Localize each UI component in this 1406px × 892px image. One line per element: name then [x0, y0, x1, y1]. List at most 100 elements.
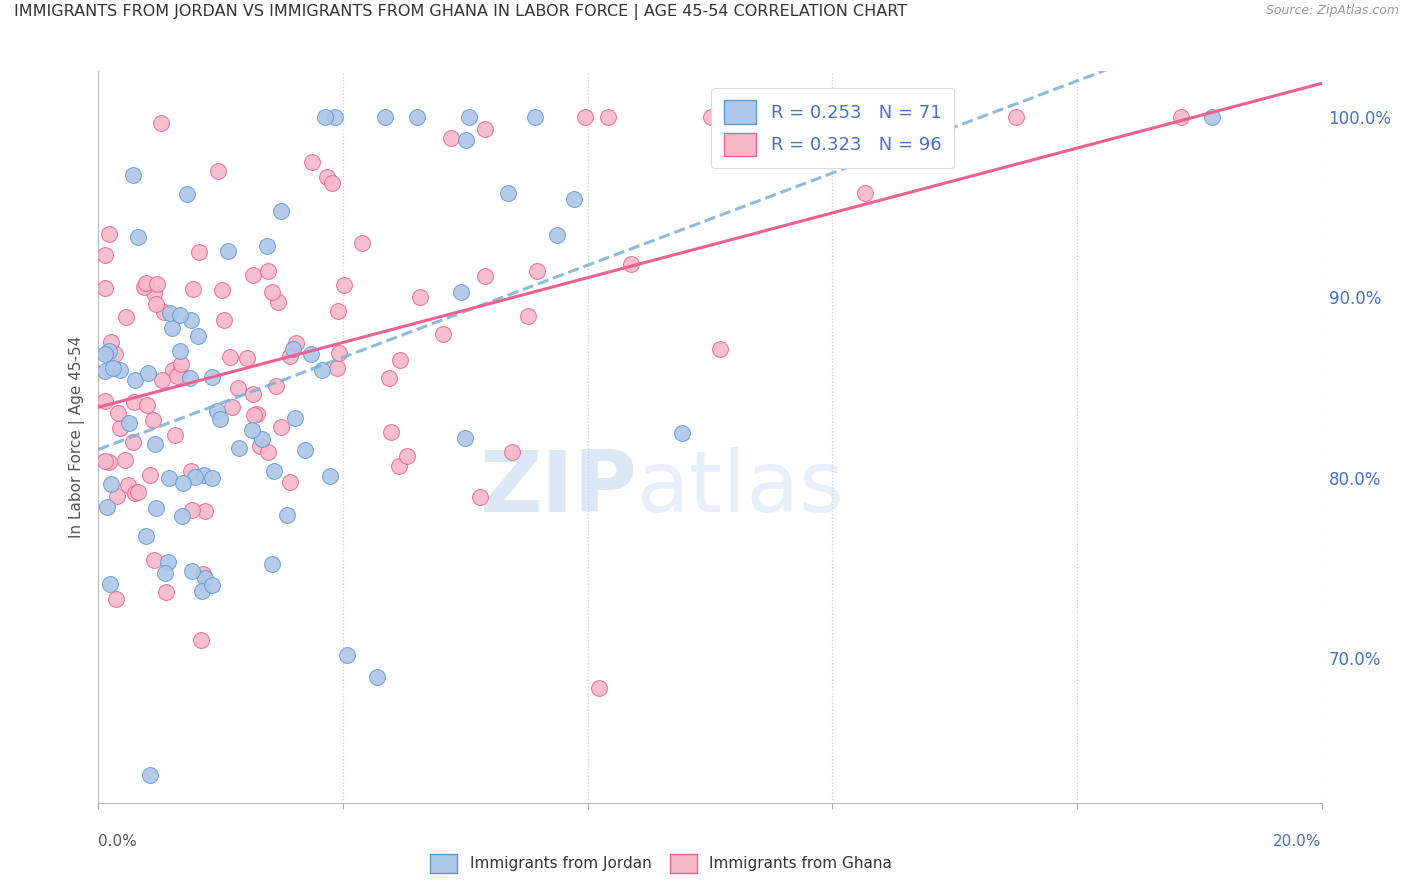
Point	[562, 193, 585, 207]
Point	[181, 282, 204, 296]
Point	[166, 369, 188, 384]
Point	[221, 400, 243, 414]
Point	[124, 486, 146, 500]
Point	[122, 395, 145, 409]
Point	[165, 427, 187, 442]
Point	[250, 432, 273, 446]
Point	[388, 352, 411, 367]
Text: Source: ZipAtlas.com: Source: ZipAtlas.com	[1265, 4, 1399, 18]
Point	[104, 347, 127, 361]
Point	[523, 110, 546, 124]
Point	[122, 168, 145, 182]
Point	[270, 419, 292, 434]
Point	[699, 110, 721, 124]
Point	[170, 357, 193, 371]
Point	[124, 373, 146, 387]
Point	[321, 176, 343, 190]
Point	[93, 347, 115, 361]
Point	[180, 464, 202, 478]
Point	[155, 585, 177, 599]
Point	[458, 110, 481, 124]
Point	[110, 363, 132, 377]
Point	[138, 468, 160, 483]
Point	[181, 564, 204, 578]
Point	[153, 566, 176, 580]
Point	[454, 431, 477, 445]
Point	[98, 455, 121, 469]
Point	[143, 437, 166, 451]
Point	[127, 230, 149, 244]
Point	[207, 164, 229, 178]
Point	[474, 122, 496, 136]
Point	[100, 477, 122, 491]
Point	[328, 346, 350, 360]
Point	[143, 286, 166, 301]
Point	[620, 257, 643, 271]
Point	[496, 186, 519, 201]
Point	[193, 468, 215, 483]
Point	[211, 283, 233, 297]
Point	[249, 439, 271, 453]
Point	[440, 130, 463, 145]
Point	[103, 360, 125, 375]
Y-axis label: In Labor Force | Age 45-54: In Labor Force | Age 45-54	[69, 336, 84, 538]
Point	[325, 110, 347, 124]
Point	[242, 408, 264, 422]
Point	[184, 470, 207, 484]
Point	[127, 485, 149, 500]
Point	[157, 471, 180, 485]
Point	[326, 361, 349, 376]
Point	[266, 379, 288, 393]
Text: atlas: atlas	[637, 447, 845, 530]
Point	[380, 425, 402, 440]
Point	[319, 468, 342, 483]
Point	[201, 370, 224, 384]
Point	[409, 289, 432, 303]
Point	[169, 344, 191, 359]
Point	[200, 578, 222, 592]
Point	[205, 403, 228, 417]
Point	[432, 327, 454, 342]
Point	[93, 248, 115, 262]
Point	[236, 351, 259, 365]
Point	[114, 452, 136, 467]
Point	[97, 343, 120, 358]
Point	[336, 648, 359, 663]
Point	[169, 308, 191, 322]
Point	[135, 528, 157, 542]
Point	[105, 489, 128, 503]
Point	[157, 556, 180, 570]
Point	[242, 268, 264, 283]
Point	[301, 154, 323, 169]
Point	[121, 435, 143, 450]
Point	[1170, 110, 1192, 124]
Point	[110, 421, 132, 435]
Point	[517, 309, 540, 323]
Point	[454, 133, 477, 147]
Point	[257, 445, 280, 459]
Point	[526, 264, 548, 278]
Point	[117, 478, 139, 492]
Point	[853, 186, 876, 201]
Point	[671, 425, 693, 440]
Point	[260, 285, 283, 299]
Point	[150, 373, 173, 387]
Point	[1201, 110, 1223, 124]
Point	[574, 110, 596, 124]
Point	[181, 503, 204, 517]
Point	[160, 321, 183, 335]
Point	[240, 423, 263, 437]
Point	[294, 442, 316, 457]
Point	[267, 295, 290, 310]
Point	[105, 591, 128, 606]
Point	[172, 476, 194, 491]
Point	[208, 412, 231, 426]
Text: IMMIGRANTS FROM JORDAN VS IMMIGRANTS FROM GHANA IN LABOR FORCE | AGE 45-54 CORRE: IMMIGRANTS FROM JORDAN VS IMMIGRANTS FRO…	[14, 4, 907, 21]
Point	[136, 366, 159, 380]
Point	[256, 239, 278, 253]
Point	[218, 350, 240, 364]
Point	[145, 501, 167, 516]
Point	[311, 362, 333, 376]
Point	[350, 236, 373, 251]
Point	[276, 508, 298, 523]
